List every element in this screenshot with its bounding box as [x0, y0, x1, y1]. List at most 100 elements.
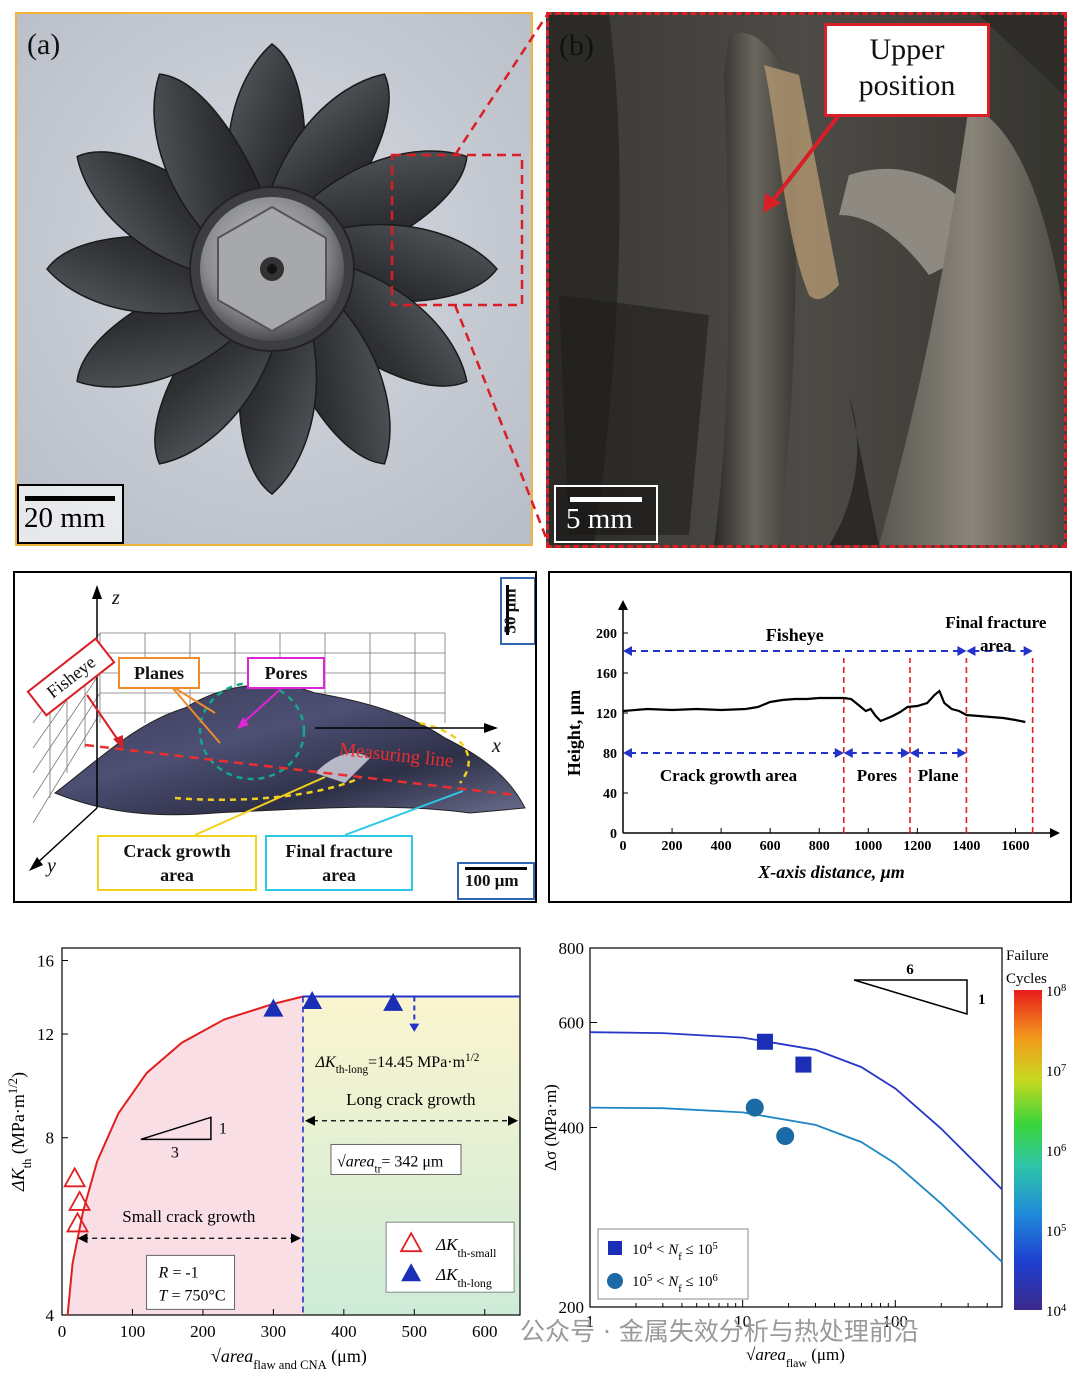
y-tick-label: 8: [46, 1129, 55, 1148]
x-tick-label: 500: [402, 1322, 428, 1341]
callout-line-2: position: [858, 69, 956, 102]
small-crack-arrow-head-left: [77, 1233, 88, 1244]
panel-b: (b) Upper position 5 mm: [546, 12, 1067, 548]
pores-span-arrow-head-left: [843, 748, 853, 758]
colorbar-title-1: Failure: [1006, 948, 1049, 964]
pores-span-arrow-head-right: [900, 748, 910, 758]
colorbar: [1014, 990, 1042, 1310]
slope-label-6: 6: [906, 962, 914, 978]
final-span-arrow-head-right: [1023, 646, 1033, 656]
y-axis-title: Height, μm: [564, 690, 584, 776]
area-tr-label: √areatr= 342 μm: [337, 1153, 444, 1175]
y-tick-label: 200: [596, 627, 617, 642]
fit-curve-1: [589, 1031, 1003, 1191]
scale-bar-c-bottom: 100 μm: [457, 862, 535, 900]
final-annotation-2: area: [980, 636, 1012, 655]
planes-tag: Planes: [118, 657, 200, 689]
threshold-arrow-head: [409, 1023, 420, 1032]
fisheye-span-arrow-head-right: [957, 646, 967, 656]
small-crack-region: [67, 996, 303, 1315]
legend-marker-long: [401, 1263, 422, 1282]
y-axis-label: y: [47, 855, 56, 877]
x-axis-title: √areaflaw (μm): [746, 1345, 845, 1370]
fit-curve-small: [66, 995, 304, 1316]
y-tick-label: 40: [603, 787, 617, 802]
panel-b-label: (b): [559, 29, 594, 62]
x-tick-label: 1200: [903, 839, 931, 854]
slope-label-3: 3: [171, 1144, 179, 1161]
scale-bar-c-top: 50 μm: [500, 577, 535, 645]
point-small-crack: [65, 1211, 90, 1233]
fisheye-span-arrow-head-left: [623, 646, 632, 656]
x-tick-label: 0: [620, 839, 627, 854]
colorbar-title-2: Cycles: [1006, 971, 1047, 987]
x-axis-title: √areaflaw and CNA (μm): [211, 1346, 367, 1370]
x-axis-label: x: [492, 735, 501, 757]
pores-tag-text: Pores: [264, 663, 308, 683]
x-tick-label: 10: [734, 1312, 751, 1331]
plane-annotation: Plane: [918, 766, 959, 785]
x-tick-label: 1000: [854, 839, 882, 854]
legend-label-small: ΔKth-small: [435, 1235, 497, 1260]
y-tick-label: 160: [596, 667, 617, 682]
panel-d: 0 200 400 600 800 1000 1200 1400 1600 0 40 80 120 160…: [548, 571, 1072, 903]
point-series-2: [776, 1127, 795, 1146]
x-tick-label: 400: [711, 839, 732, 854]
slope-label-1: 1: [978, 992, 986, 1008]
y-tick-label: 0: [610, 827, 617, 842]
final-annotation-1: Final fracture: [945, 613, 1047, 632]
x-tick-label: 1600: [1001, 839, 1029, 854]
crack-growth-tag: Crack growth area: [97, 835, 257, 891]
x-tick-label: 0: [58, 1322, 67, 1341]
scale-bar-b-label: 5 mm: [566, 503, 633, 535]
turbine-photo: [17, 14, 531, 544]
long-crack-arrow-head-left: [304, 1115, 315, 1126]
y-tick-label: 800: [559, 939, 585, 958]
slope-triangle: [140, 1116, 212, 1141]
dk-long-annotation: ΔKth-long=14.45 MPa·m1/2: [315, 1052, 480, 1076]
x-tick-label: 200: [190, 1322, 216, 1341]
x-tick-label: 1400: [952, 839, 980, 854]
legend-label-2: 105 < Nf ≤ 106: [632, 1273, 718, 1295]
panel-a-label: (a): [27, 28, 61, 61]
fisheye-annotation: Fisheye: [766, 625, 824, 645]
slope-triangle: [853, 979, 968, 1016]
point-series-1: [756, 1033, 773, 1050]
y-tick-label: 4: [46, 1306, 55, 1325]
scale-bar-c-top-label: 50 μm: [500, 588, 520, 634]
point-long-crack: [302, 991, 323, 1010]
y-axis-title: ΔKth (MPa·m1/2): [6, 1072, 34, 1192]
y-tick-label: 120: [596, 707, 617, 722]
x-tick-label: 100: [883, 1312, 909, 1331]
point-small-crack: [63, 1166, 87, 1188]
legend-marker-small: [399, 1231, 423, 1253]
stress-flaw-chart: 1 10 100 200 400 600 800 √areaflaw (μm) Δσ (MPa·…: [541, 939, 1067, 1370]
crack-growth-tag-line1: Crack growth: [123, 841, 231, 861]
x-tick-label: 100: [120, 1322, 146, 1341]
x-tick-label: 300: [261, 1322, 287, 1341]
legend-label-1: 104 < Nf ≤ 105: [632, 1241, 718, 1263]
plot-frame: [61, 947, 521, 1316]
long-crack-label: Long crack growth: [346, 1090, 476, 1109]
panel-a: (a) 20 mm: [15, 12, 533, 546]
slope-label-1: 1: [219, 1120, 227, 1137]
colorbar-tick-label: 104: [1046, 1303, 1067, 1321]
point-series-2: [745, 1098, 764, 1117]
scale-bar-b: 5 mm: [554, 485, 658, 543]
pores-tag: Pores: [247, 657, 325, 689]
small-crack-arrow-head-right: [290, 1233, 301, 1244]
colorbar-tick-label: 108: [1046, 983, 1066, 1001]
z-axis-label: z: [112, 587, 120, 609]
callout-arrow: [763, 113, 841, 213]
crack-growth-tag-line2: area: [160, 865, 194, 885]
height-profile-line: [622, 689, 1026, 724]
pores-annotation: Pores: [857, 766, 898, 785]
colorbar-tick-label: 105: [1046, 1223, 1066, 1241]
long-crack-arrow-head-right: [508, 1115, 518, 1126]
x-tick-label: 800: [809, 839, 830, 854]
x-tick-label: 600: [472, 1322, 498, 1341]
fit-curve-2: [589, 1106, 1003, 1263]
legend-marker-2: [607, 1273, 623, 1289]
legend-marker-1: [608, 1241, 622, 1255]
x-tick-label: 400: [331, 1322, 357, 1341]
